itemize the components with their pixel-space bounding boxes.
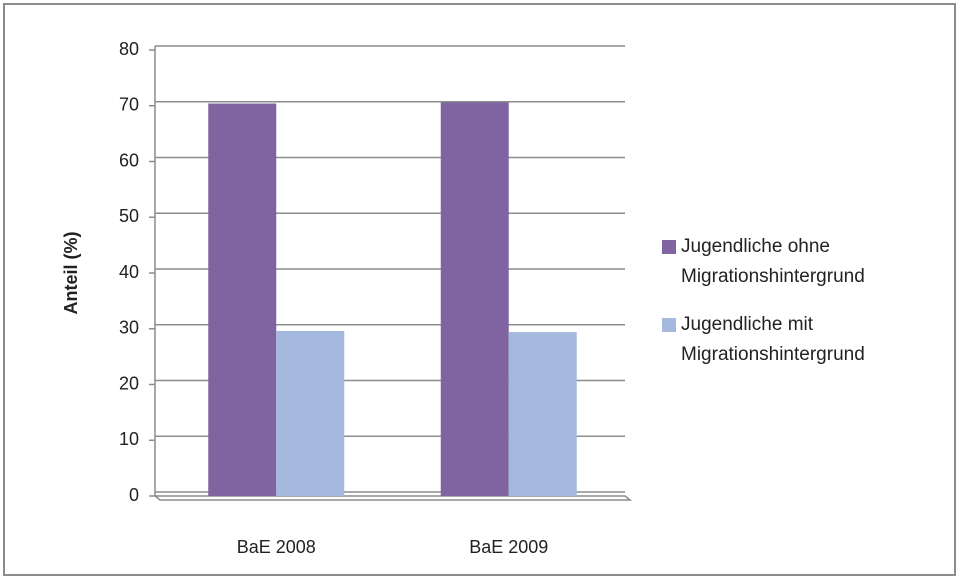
bar bbox=[276, 330, 345, 496]
legend-swatch bbox=[662, 240, 676, 254]
bar bbox=[208, 103, 277, 497]
y-tick-label: 60 bbox=[119, 150, 139, 170]
y-tick-label: 20 bbox=[119, 373, 139, 393]
legend-label: Jugendliche mit Migrationshintergrund bbox=[681, 314, 865, 365]
y-tick-label: 80 bbox=[119, 39, 139, 59]
x-tick-label: BaE 2008 bbox=[237, 537, 316, 557]
legend-swatch bbox=[662, 318, 676, 332]
y-tick-label: 30 bbox=[119, 318, 139, 338]
x-tick-label: BaE 2009 bbox=[469, 537, 548, 557]
y-tick-label: 0 bbox=[129, 485, 139, 505]
y-tick-label: 70 bbox=[119, 95, 139, 115]
bar bbox=[440, 102, 509, 496]
legend: Jugendliche ohne Migrationshintergrund Ju… bbox=[662, 232, 952, 388]
y-tick-label: 50 bbox=[119, 206, 139, 226]
y-tick-label: 10 bbox=[119, 429, 139, 449]
legend-label: Jugendliche ohne Migrationshintergrund bbox=[681, 236, 865, 287]
y-tick-label: 40 bbox=[119, 262, 139, 282]
bar bbox=[508, 332, 577, 496]
floor bbox=[152, 495, 633, 501]
legend-entry: Jugendliche mit Migrationshintergrund bbox=[662, 310, 952, 370]
y-axis-label: Anteil (%) bbox=[61, 231, 81, 314]
legend-entry: Jugendliche ohne Migrationshintergrund bbox=[662, 232, 952, 292]
